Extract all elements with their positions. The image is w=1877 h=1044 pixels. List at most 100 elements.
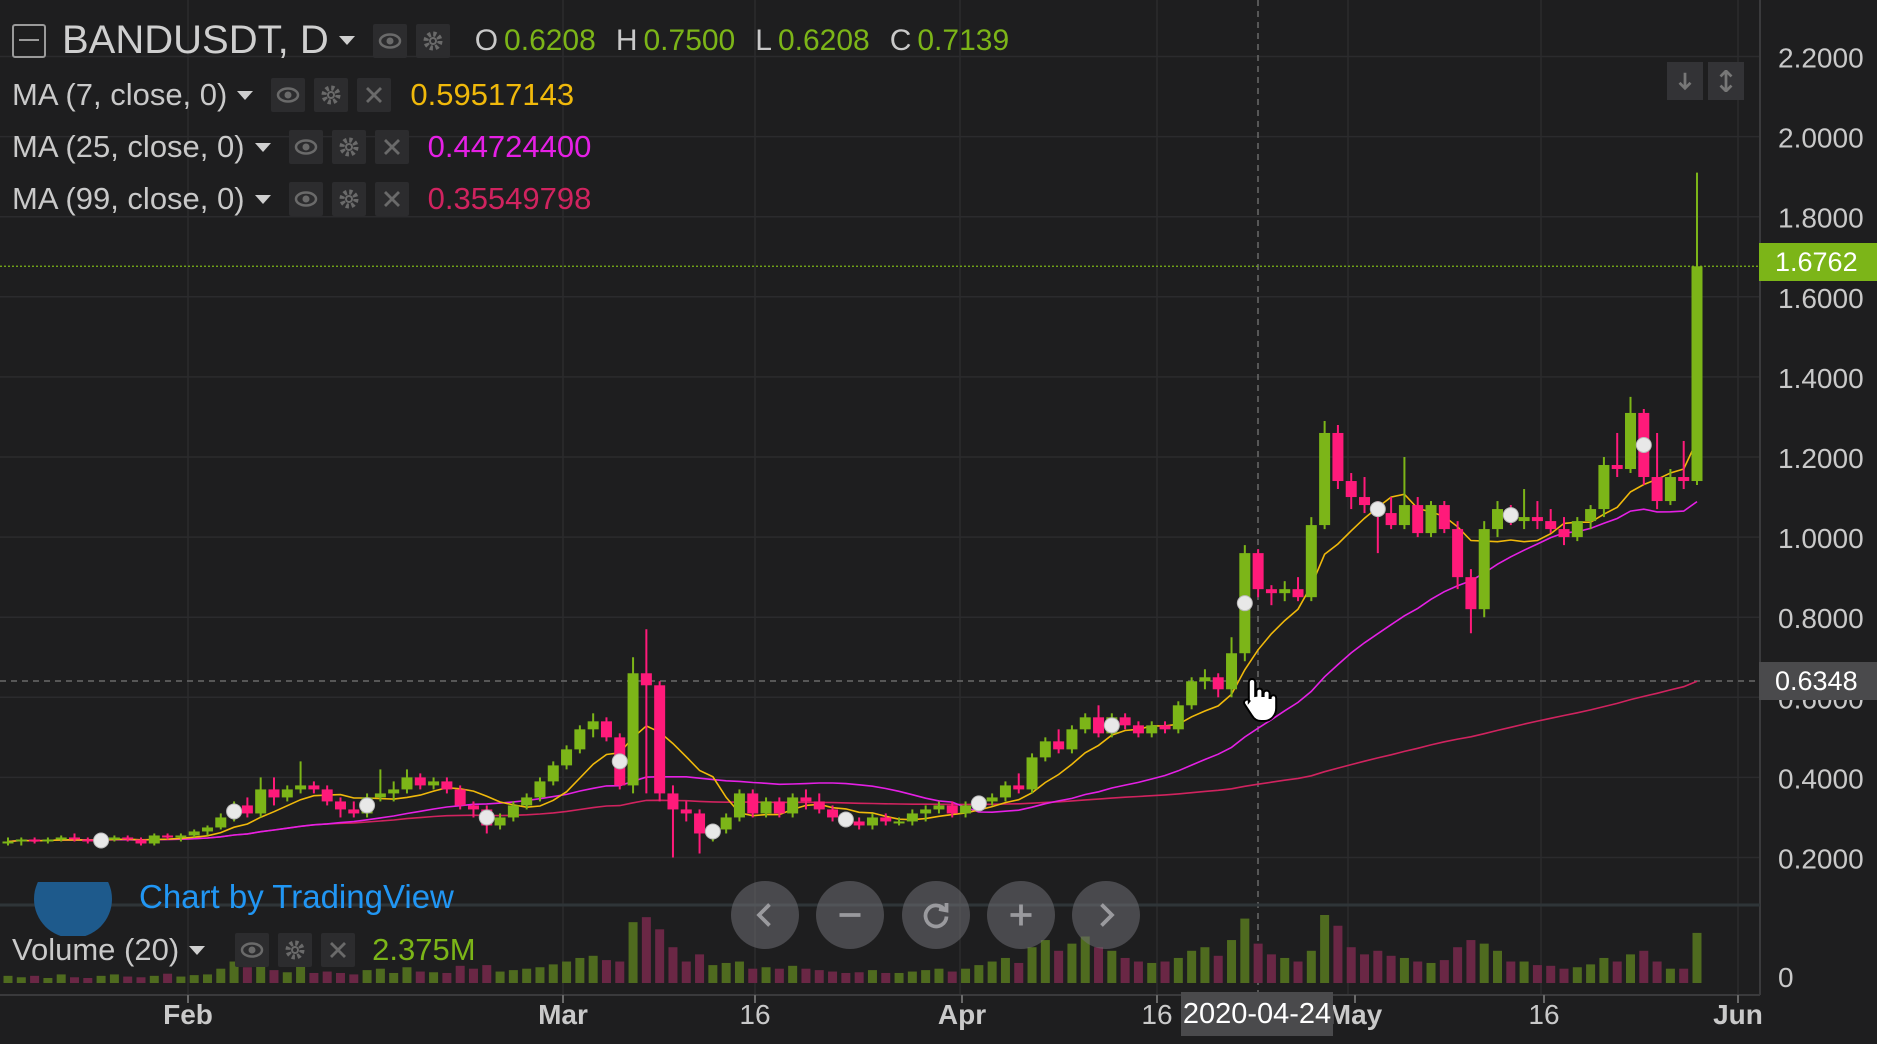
volume-bar: [1386, 955, 1396, 983]
volume-bar: [256, 962, 266, 983]
volume-bar: [309, 972, 319, 983]
volume-bar: [788, 965, 798, 983]
volume-bar: [322, 971, 332, 983]
candle-body: [281, 789, 293, 798]
volume-bar: [867, 970, 877, 983]
chevron-down-icon[interactable]: [254, 142, 271, 152]
open-label: O: [474, 23, 499, 57]
event-marker: [1635, 436, 1652, 453]
refresh-icon: [923, 903, 949, 929]
ma25-value: 0.44724400: [427, 129, 592, 164]
eye-icon[interactable]: [288, 130, 323, 164]
volume-bar: [43, 977, 53, 983]
volume-bar: [894, 972, 904, 983]
candle-body: [135, 839, 147, 844]
volume-bar: [841, 972, 851, 983]
candle-body: [1598, 465, 1610, 510]
volume-bar: [1213, 955, 1223, 983]
candle-body: [15, 839, 27, 842]
collapse-icon[interactable]: [12, 23, 46, 58]
tradingview-watermark[interactable]: Chart by TradingView: [34, 882, 504, 936]
ma99-label[interactable]: MA (99, close, 0): [12, 181, 245, 216]
candle-body: [1279, 589, 1291, 594]
candle-body: [162, 835, 174, 838]
eye-icon[interactable]: [271, 78, 306, 112]
event-marker: [226, 803, 243, 820]
candle-body: [561, 749, 573, 766]
volume-bar: [1453, 947, 1463, 983]
gear-icon[interactable]: [331, 130, 366, 164]
candle-body: [534, 781, 546, 798]
candle-body: [122, 837, 134, 840]
candle-body: [241, 805, 253, 814]
volume-bar: [1014, 962, 1024, 983]
candle-body: [1545, 521, 1557, 530]
volume-bar: [921, 970, 931, 983]
chevron-left-icon: [756, 903, 771, 927]
scale-down-button[interactable]: [1667, 62, 1703, 100]
candle-body: [760, 801, 772, 814]
time-axis-label: 16: [739, 999, 770, 1030]
volume-bar: [1280, 957, 1290, 983]
symbol-title[interactable]: BANDUSDT, D: [62, 18, 329, 62]
candle-body: [29, 839, 41, 842]
close-icon[interactable]: [357, 78, 392, 112]
price-axis-label: 2.0000: [1778, 123, 1864, 154]
eye-icon[interactable]: [235, 933, 270, 967]
volume-bar: [734, 961, 744, 983]
scale-auto-button[interactable]: [1708, 62, 1744, 100]
candle-body: [547, 765, 559, 782]
chevron-down-icon[interactable]: [189, 945, 206, 955]
volume-bar: [1546, 965, 1556, 983]
chevron-down-icon[interactable]: [237, 90, 254, 100]
scroll-right-button[interactable]: [1072, 881, 1140, 949]
reset-button[interactable]: [902, 881, 970, 949]
close-icon[interactable]: [374, 130, 409, 164]
ma25-line: [7, 500, 1698, 843]
candle-body: [1132, 725, 1144, 734]
volume-bar: [176, 976, 186, 983]
candle-body: [175, 835, 187, 838]
candle-body: [215, 817, 227, 828]
ma25-label[interactable]: MA (25, close, 0): [12, 129, 245, 164]
arrow-down-icon: [1678, 72, 1692, 91]
gear-icon[interactable]: [278, 933, 313, 967]
volume-bar: [109, 974, 119, 983]
volume-bar: [1572, 967, 1582, 983]
candle-body: [55, 837, 67, 840]
chevron-down-icon[interactable]: [254, 194, 271, 204]
arrow-updown-icon: [1719, 70, 1733, 92]
eye-icon[interactable]: [372, 23, 407, 58]
scroll-left-button[interactable]: [731, 881, 799, 949]
event-marker: [1502, 507, 1519, 524]
close-icon[interactable]: [321, 933, 356, 967]
candle-body: [667, 793, 679, 810]
gear-icon[interactable]: [331, 182, 366, 216]
event-markers: [93, 436, 1652, 849]
zoom-out-button[interactable]: [816, 881, 884, 949]
volume-bar: [1094, 947, 1104, 983]
candle-body: [1159, 725, 1171, 730]
price-axis-label: 2.2000: [1778, 43, 1864, 74]
volume-bar: [202, 974, 212, 983]
volume-bar: [615, 961, 625, 983]
eye-icon[interactable]: [288, 182, 323, 216]
candle-body: [494, 817, 506, 826]
low-label: L: [755, 23, 772, 57]
volume-label[interactable]: Volume (20): [12, 932, 180, 967]
volume-bar: [123, 976, 133, 983]
volume-bar: [335, 972, 345, 983]
close-icon[interactable]: [374, 182, 409, 216]
ma7-label[interactable]: MA (7, close, 0): [12, 77, 228, 112]
chevron-down-icon[interactable]: [338, 36, 355, 45]
candle-body: [1172, 705, 1184, 730]
volume-bar: [1559, 968, 1569, 983]
gear-icon[interactable]: [314, 78, 349, 112]
zoom-in-button[interactable]: [987, 881, 1055, 949]
volume-bar: [668, 947, 678, 983]
volume-bar: [296, 965, 306, 983]
candle-body: [893, 821, 905, 824]
candle-body: [1438, 505, 1450, 530]
gear-icon[interactable]: [415, 23, 450, 58]
